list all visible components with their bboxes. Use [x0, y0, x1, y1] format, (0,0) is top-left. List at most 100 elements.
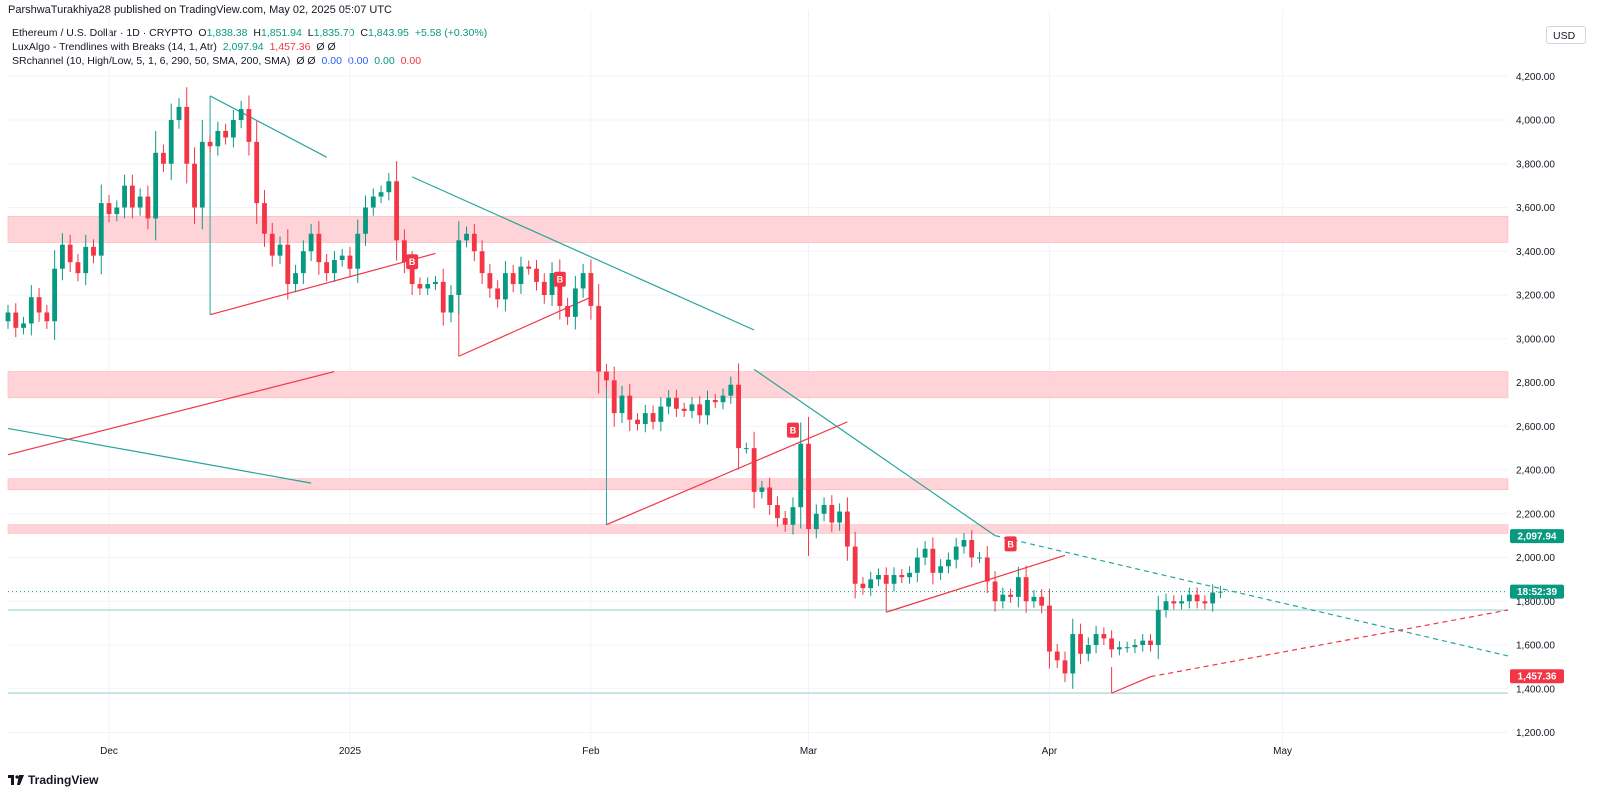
candle-body	[300, 251, 306, 274]
candle-body	[192, 163, 197, 208]
trendline-up	[1111, 676, 1151, 694]
low-value: L1,835.70	[307, 27, 355, 39]
candle-body	[293, 273, 298, 285]
candle-body	[176, 106, 182, 120]
tradingview-footer[interactable]: TradingView	[8, 773, 98, 787]
y-axis-tick-label: 2,000.00	[1516, 553, 1555, 564]
indicator-srchannel-value-2: 0.00	[347, 55, 369, 67]
y-axis-tick-label: 1,600.00	[1516, 641, 1555, 652]
candle-body	[1210, 592, 1216, 604]
candle-body	[355, 233, 361, 269]
candle-body	[199, 141, 205, 208]
candle-body	[611, 380, 617, 414]
indicator-luxalgo-row[interactable]: LuxAlgo - Trendlines with Breaks (14, 1,…	[12, 40, 490, 54]
indicator-srchannel-row[interactable]: SRchannel (10, High/Low, 5, 1, 6, 290, 5…	[12, 54, 490, 68]
candle-body	[510, 273, 516, 285]
y-axis-tick-label: 4,200.00	[1516, 72, 1555, 83]
candle-body	[798, 443, 804, 508]
candle-body	[767, 487, 773, 505]
candle-body	[1047, 605, 1052, 652]
trendline-up-projected	[1150, 609, 1509, 678]
x-axis-tick-label: Apr	[1042, 746, 1058, 757]
candle-body	[378, 192, 384, 197]
candle-body	[938, 566, 944, 573]
candle-body	[604, 371, 609, 381]
candle-body	[565, 305, 570, 317]
y-axis-tick-label: 2,800.00	[1516, 378, 1555, 389]
candle-body	[549, 273, 555, 295]
candle-body	[1202, 601, 1208, 604]
candle-body	[503, 273, 508, 300]
candle-body	[1148, 640, 1153, 645]
y-axis-tick-label: 3,400.00	[1516, 247, 1555, 258]
candle-body	[992, 581, 998, 602]
currency-button[interactable]: USD	[1546, 26, 1586, 44]
candle-body	[596, 305, 602, 372]
candle-body	[184, 106, 190, 164]
indicator-srchannel-value-1: 0.00	[321, 55, 342, 67]
candle-body	[59, 244, 65, 269]
candle-body	[526, 266, 532, 269]
x-axis-tick-label: Dec	[100, 746, 118, 757]
trendline-down	[209, 95, 327, 158]
candle-body	[961, 540, 967, 547]
trendline-up	[209, 252, 436, 316]
candle-body	[440, 281, 446, 313]
candle-body	[332, 260, 337, 274]
candle-body	[363, 207, 368, 234]
candle-body	[977, 557, 982, 559]
candle-body	[21, 323, 26, 328]
trendline-up	[886, 554, 1066, 613]
candle-body	[1140, 640, 1146, 645]
candle-body	[308, 233, 314, 252]
candle-body	[588, 273, 594, 306]
break-label-box	[786, 422, 799, 438]
price-axis-label-box	[1510, 584, 1564, 599]
candle-body	[1015, 577, 1021, 597]
tradingview-logo-icon	[8, 775, 24, 785]
candle-body	[1062, 660, 1068, 674]
candle-body	[36, 297, 42, 313]
candle-body	[417, 284, 423, 289]
candle-body	[370, 196, 376, 208]
break-label-text: B	[409, 257, 416, 267]
candle-body	[860, 583, 866, 589]
candle-body	[837, 511, 843, 523]
y-axis-tick-label: 4,000.00	[1516, 116, 1555, 127]
candle-body	[1116, 647, 1122, 650]
candle-body	[1218, 591, 1223, 593]
price-axis-label-box	[1510, 669, 1564, 684]
candle-body	[495, 288, 501, 300]
candle-body	[238, 109, 244, 120]
indicator-luxalgo-na: Ø Ø	[316, 41, 336, 53]
break-label-text: B	[557, 275, 564, 285]
trendline-down-projected	[994, 535, 1509, 657]
candle-body	[1194, 594, 1200, 602]
candle-body	[285, 244, 291, 285]
candle-body	[207, 141, 213, 147]
candle-body	[456, 240, 462, 295]
candle-body	[464, 233, 469, 241]
candle-body	[650, 413, 656, 422]
candle-body	[953, 546, 959, 560]
break-label-text: B	[1007, 539, 1014, 549]
candle-body	[246, 109, 252, 142]
candle-body	[681, 408, 687, 411]
y-axis-tick-label: 1,200.00	[1516, 728, 1555, 739]
chart-legend: Ethereum / U.S. Dollar · 1D · CRYPTO O1,…	[12, 26, 490, 68]
trendline-up	[458, 296, 592, 357]
symbol-legend-row[interactable]: Ethereum / U.S. Dollar · 1D · CRYPTO O1,…	[12, 26, 490, 40]
candle-body	[487, 273, 493, 289]
candle-body	[782, 518, 788, 525]
candle-body	[580, 273, 586, 289]
candle-body	[122, 185, 127, 208]
y-axis-tick-label: 2,600.00	[1516, 422, 1555, 433]
candle-body	[759, 487, 765, 492]
candle-body	[736, 384, 741, 449]
candle-body	[1186, 594, 1192, 602]
y-axis-tick-label: 3,200.00	[1516, 291, 1555, 302]
candle-body	[705, 400, 710, 416]
candle-body	[922, 548, 928, 558]
y-axis-tick-label: 2,400.00	[1516, 466, 1555, 477]
